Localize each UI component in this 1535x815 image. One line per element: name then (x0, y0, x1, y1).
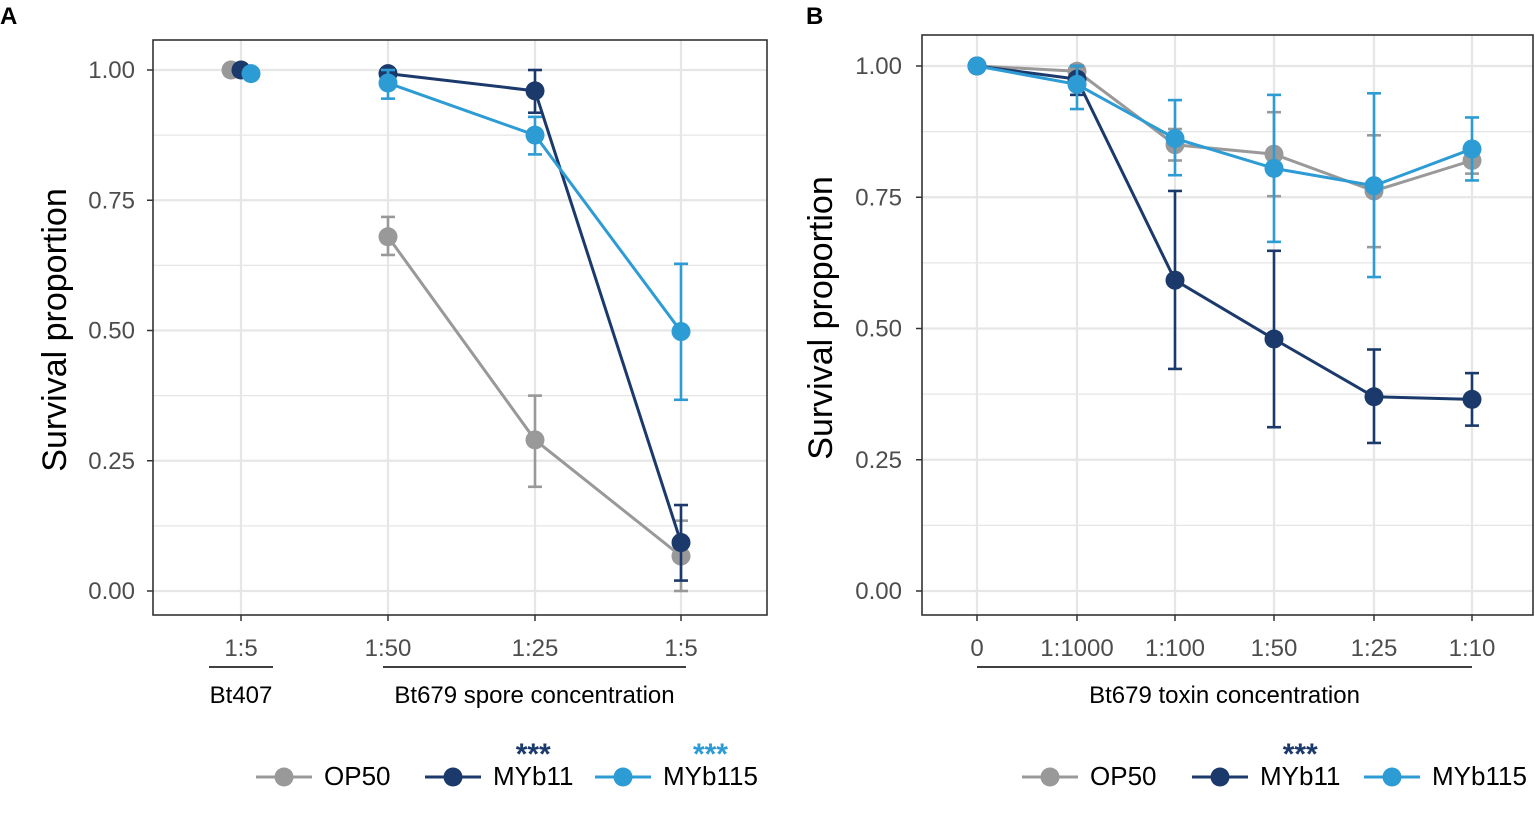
x-tick-label: 0 (970, 635, 983, 662)
legend-key-point (1382, 767, 1402, 787)
legend-key-point (443, 767, 463, 787)
legend-label: MYb11 (1260, 761, 1340, 791)
series-line-myb11 (976, 64, 1473, 401)
x-tick-label: 1:100 (1145, 635, 1205, 662)
x-tick-label: 1:50 (365, 635, 412, 662)
panel-a: A 0.00 0.25 0.50 0.75 1.00 1:5 1:50 1:25 1:5 Survi… (0, 3, 768, 791)
significance-stars: *** (516, 738, 551, 771)
series-line-op50 (976, 64, 1473, 193)
legend-label: MYb115 (1432, 761, 1527, 791)
panel-letter: A (0, 3, 17, 30)
data-point-myb115 (378, 73, 398, 93)
legend-key-point (1210, 767, 1230, 787)
significance-stars: *** (1283, 738, 1318, 771)
significance-stars: *** (693, 738, 728, 771)
data-point-myb11 (525, 81, 545, 101)
x-tick-label: 1:50 (1251, 635, 1298, 662)
y-tick-label: 0.25 (88, 448, 135, 475)
data-point-myb11 (1264, 329, 1284, 349)
data-point-myb115 (1264, 158, 1284, 178)
panel-letter: B (806, 3, 823, 30)
legend-key-point (274, 767, 294, 787)
data-point-myb11 (671, 533, 691, 553)
panel-b: B 0.00 0.25 0.50 0.75 1.00 0 1:1000 1:100 1:50 1:2… (802, 3, 1534, 791)
series-line-myb115 (976, 64, 1473, 188)
data-point-myb115 (1165, 128, 1185, 148)
data-point-myb11 (1165, 270, 1185, 290)
data-point-myb115 (241, 64, 261, 84)
legend-key-point (1040, 767, 1060, 787)
data-point-myb115 (671, 322, 691, 342)
data-point-op50 (378, 227, 398, 247)
legend-label: OP50 (1090, 761, 1157, 791)
y-tick-label: 1.00 (855, 53, 902, 80)
data-point-myb115 (525, 125, 545, 145)
data-point-myb115 (967, 56, 987, 76)
x-tick-label: 1:10 (1449, 635, 1496, 662)
data-point-myb11 (1462, 389, 1482, 409)
x-tick-label: 1:5 (664, 635, 697, 662)
y-axis-title: Survival proportion (36, 188, 74, 471)
y-tick-label: 0.50 (88, 318, 135, 345)
y-tick-label: 0.75 (855, 184, 902, 211)
group-label: Bt679 toxin concentration (1089, 682, 1360, 709)
data-point-op50 (525, 430, 545, 450)
legend-label: OP50 (324, 761, 391, 791)
data-point-myb115 (1067, 74, 1087, 94)
y-tick-label: 0.50 (855, 316, 902, 343)
y-tick-label: 1.00 (88, 57, 135, 84)
y-tick-label: 0.00 (855, 578, 902, 605)
group-label: Bt679 spore concentration (394, 682, 674, 709)
legend-label: MYb11 (493, 761, 573, 791)
y-axis-title: Survival proportion (802, 176, 840, 459)
x-tick-label: 1:5 (224, 635, 257, 662)
legend-key-point (613, 767, 633, 787)
y-tick-label: 0.00 (88, 578, 135, 605)
plot-frame (152, 39, 768, 616)
group-label: Bt407 (210, 682, 273, 709)
data-point-myb11 (1364, 387, 1384, 407)
data-point-myb115 (1462, 139, 1482, 159)
y-tick-label: 0.25 (855, 447, 902, 474)
x-tick-label: 1:25 (512, 635, 559, 662)
legend-label: MYb115 (663, 761, 758, 791)
data-point-myb115 (1364, 176, 1384, 196)
x-tick-label: 1:25 (1351, 635, 1398, 662)
x-tick-label: 1:1000 (1040, 635, 1113, 662)
y-tick-label: 0.75 (88, 187, 135, 214)
plot-frame (921, 34, 1534, 616)
